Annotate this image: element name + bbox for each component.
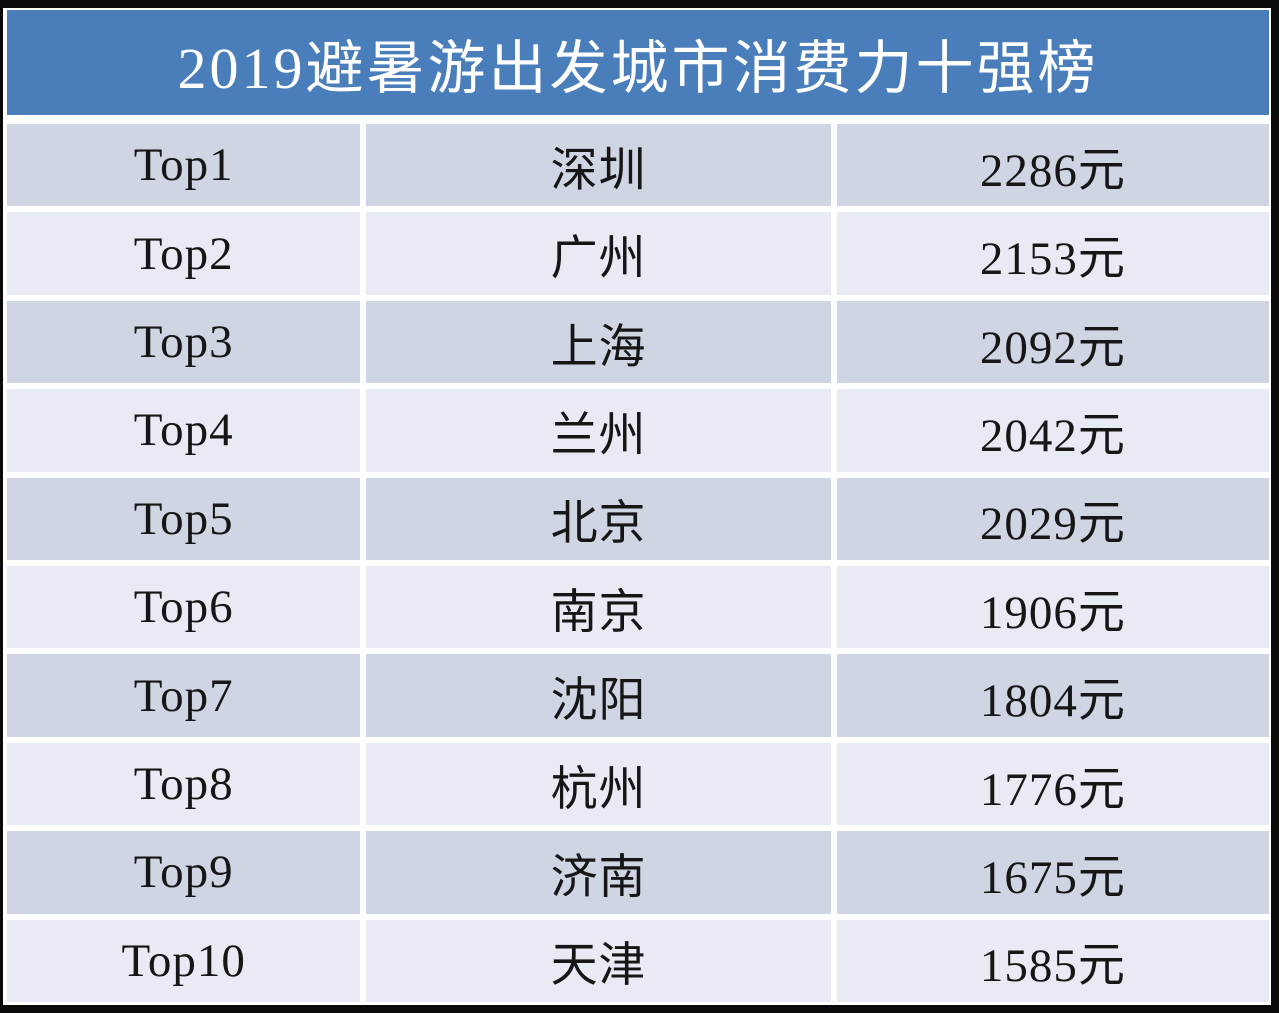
rank-cell: Top9	[7, 831, 361, 914]
city-cell: 广州	[366, 212, 831, 295]
table-row: Top10 天津 1585元	[7, 919, 1269, 1003]
rank-cell: Top1	[7, 124, 361, 207]
page-title: 2019避暑游出发城市消费力十强榜	[177, 35, 1099, 101]
city-cell: 济南	[366, 831, 831, 914]
city-cell: 沈阳	[366, 654, 831, 737]
title-bar: 2019避暑游出发城市消费力十强榜	[7, 10, 1269, 115]
price-cell: 1675元	[836, 831, 1269, 914]
table-row: Top9 济南 1675元	[7, 831, 1269, 914]
rank-cell: Top6	[7, 566, 361, 649]
price-cell: 1585元	[836, 919, 1269, 1003]
price-cell: 1804元	[836, 654, 1269, 737]
city-cell: 上海	[366, 300, 831, 384]
rank-cell: Top4	[7, 389, 361, 472]
rank-cell: Top10	[7, 919, 361, 1003]
table-sheet: 2019避暑游出发城市消费力十强榜 Top1 深圳 2286元 Top2 广州 …	[3, 8, 1271, 1005]
city-cell: 天津	[366, 919, 831, 1003]
rank-cell: Top7	[7, 654, 361, 737]
city-cell: 杭州	[366, 742, 831, 826]
price-cell: 1906元	[836, 566, 1269, 649]
table-row: Top1 深圳 2286元	[7, 124, 1269, 207]
price-cell: 2029元	[836, 477, 1269, 561]
city-cell: 北京	[366, 477, 831, 561]
rank-cell: Top2	[7, 212, 361, 295]
table-row: Top6 南京 1906元	[7, 566, 1269, 649]
rank-cell: Top8	[7, 742, 361, 826]
price-cell: 2286元	[836, 124, 1269, 207]
table-row: Top2 广州 2153元	[7, 212, 1269, 295]
city-cell: 南京	[366, 566, 831, 649]
city-cell: 深圳	[366, 124, 831, 207]
ranking-table: Top1 深圳 2286元 Top2 广州 2153元 Top3 上海 2092…	[7, 124, 1269, 1003]
table-row: Top3 上海 2092元	[7, 300, 1269, 384]
table-row: Top7 沈阳 1804元	[7, 654, 1269, 737]
table-row: Top8 杭州 1776元	[7, 742, 1269, 826]
price-cell: 2042元	[836, 389, 1269, 472]
rank-cell: Top3	[7, 300, 361, 384]
table-row: Top5 北京 2029元	[7, 477, 1269, 561]
price-cell: 2153元	[836, 212, 1269, 295]
table-row: Top4 兰州 2042元	[7, 389, 1269, 472]
city-cell: 兰州	[366, 389, 831, 472]
price-cell: 2092元	[836, 300, 1269, 384]
price-cell: 1776元	[836, 742, 1269, 826]
rank-cell: Top5	[7, 477, 361, 561]
